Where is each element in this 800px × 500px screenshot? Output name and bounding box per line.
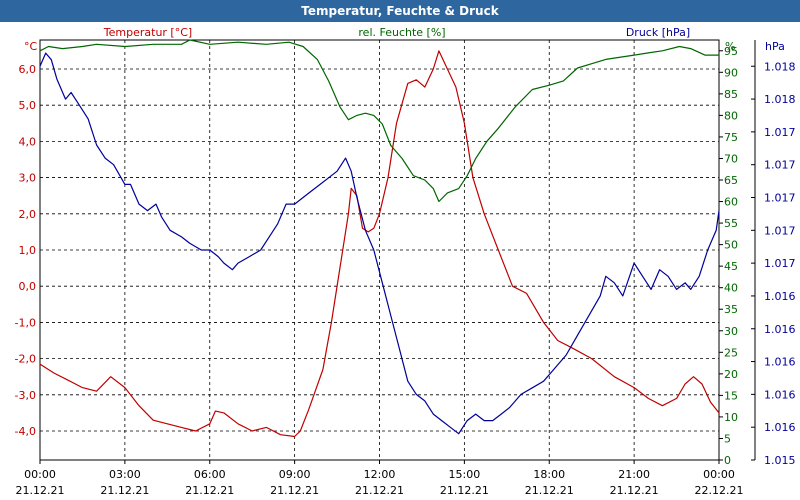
hum-tick-label: 70 — [724, 152, 738, 165]
chart-title: Temperatur, Feuchte & Druck — [0, 0, 800, 22]
temp-tick-label: -1,0 — [15, 316, 36, 329]
hum-tick-label: 40 — [724, 282, 738, 295]
hum-tick-label: 5 — [724, 432, 731, 445]
hum-tick-label: 45 — [724, 260, 738, 273]
hum-tick-label: 80 — [724, 109, 738, 122]
x-tick-label-date: 21.12.21 — [185, 484, 234, 497]
x-tick-label-date: 21.12.21 — [610, 484, 659, 497]
humidity-line — [39, 39, 719, 203]
x-tick-label-date: 21.12.21 — [270, 484, 319, 497]
hum-axis-unit: % — [725, 40, 735, 53]
x-tick-label-date: 21.12.21 — [355, 484, 404, 497]
hum-tick-label: 20 — [724, 368, 738, 381]
hum-tick-label: 90 — [724, 66, 738, 79]
press-tick-label: 1.016 — [764, 356, 796, 369]
x-tick-label-time: 00:00 — [24, 468, 56, 481]
press-tick-label: 1.015 — [764, 454, 796, 467]
x-tick-label-time: 12:00 — [364, 468, 396, 481]
press-axis-unit: hPa — [765, 40, 785, 53]
hum-tick-label: 55 — [724, 217, 738, 230]
press-tick-label: 1.017 — [764, 257, 796, 270]
temp-tick-label: -2,0 — [15, 353, 36, 366]
x-tick-label-date: 21.12.21 — [525, 484, 574, 497]
hum-tick-label: 75 — [724, 131, 738, 144]
hum-tick-label: 85 — [724, 88, 738, 101]
temp-tick-label: 5,0 — [19, 99, 37, 112]
hum-tick-label: 50 — [724, 239, 738, 252]
press-tick-label: 1.016 — [764, 290, 796, 303]
x-tick-label-time: 15:00 — [449, 468, 481, 481]
press-tick-label: 1.017 — [764, 126, 796, 139]
temp-tick-label: 4,0 — [19, 135, 37, 148]
hum-axis-title: rel. Feuchte [%] — [358, 26, 445, 39]
hum-tick-label: 30 — [724, 325, 738, 338]
x-tick-label-date: 21.12.21 — [16, 484, 65, 497]
temp-axis-unit: °C — [24, 40, 38, 53]
x-tick-label-date: 22.12.21 — [695, 484, 744, 497]
temp-tick-label: 2,0 — [19, 208, 37, 221]
hum-tick-label: 60 — [724, 196, 738, 209]
hum-tick-label: 65 — [724, 174, 738, 187]
press-tick-label: 1.017 — [764, 159, 796, 172]
x-tick-label-time: 21:00 — [618, 468, 650, 481]
press-tick-label: 1.016 — [764, 421, 796, 434]
press-tick-label: 1.017 — [764, 224, 796, 237]
x-tick-label-time: 03:00 — [109, 468, 141, 481]
temp-tick-label: 1,0 — [19, 244, 37, 257]
x-tick-label-date: 21.12.21 — [100, 484, 149, 497]
temp-tick-label: -4,0 — [15, 425, 36, 438]
temp-tick-label: 3,0 — [19, 172, 37, 185]
hum-tick-label: 35 — [724, 303, 738, 316]
x-tick-label-time: 00:00 — [703, 468, 735, 481]
press-axis-title: Druck [hPa] — [626, 26, 690, 39]
x-tick-label-time: 18:00 — [533, 468, 565, 481]
temp-tick-label: -3,0 — [15, 389, 36, 402]
hum-tick-label: 95 — [724, 45, 738, 58]
hum-tick-label: 10 — [724, 411, 738, 424]
x-tick-label-date: 21.12.21 — [440, 484, 489, 497]
hum-tick-label: 15 — [724, 389, 738, 402]
press-tick-label: 1.018 — [764, 93, 796, 106]
press-tick-label: 1.016 — [764, 388, 796, 401]
temp-tick-label: 6,0 — [19, 63, 37, 76]
hum-tick-label: 25 — [724, 346, 738, 359]
press-tick-label: 1.018 — [764, 60, 796, 73]
temp-tick-label: 0,0 — [19, 280, 37, 293]
press-tick-label: 1.016 — [764, 323, 796, 336]
x-tick-label-time: 06:00 — [194, 468, 226, 481]
x-tick-label-time: 09:00 — [279, 468, 311, 481]
pressure-line — [39, 52, 720, 435]
temperature-line — [39, 50, 720, 438]
hum-tick-label: 0 — [724, 454, 731, 467]
press-tick-label: 1.017 — [764, 192, 796, 205]
temp-axis-title: Temperatur [°C] — [103, 26, 192, 39]
